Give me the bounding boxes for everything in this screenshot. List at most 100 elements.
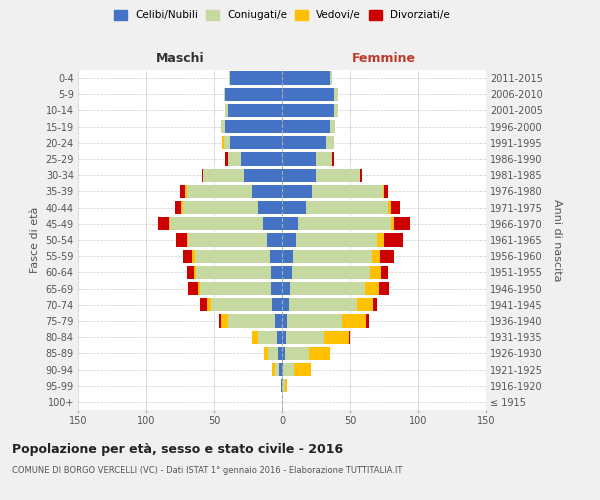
Bar <box>391 201 400 214</box>
Bar <box>384 185 388 198</box>
Bar <box>222 136 224 149</box>
Bar <box>282 88 334 101</box>
Bar <box>312 185 383 198</box>
Y-axis label: Anni di nascita: Anni di nascita <box>553 198 562 281</box>
Bar <box>230 72 282 85</box>
Bar <box>391 217 394 230</box>
Bar <box>270 250 282 263</box>
Bar <box>192 250 195 263</box>
Bar <box>359 168 362 182</box>
Bar <box>373 298 377 312</box>
Bar <box>278 346 282 360</box>
Bar <box>316 152 332 166</box>
Bar <box>329 72 332 85</box>
Bar <box>324 330 349 344</box>
Bar <box>282 201 307 214</box>
Bar <box>225 152 227 166</box>
Bar <box>282 363 283 376</box>
Bar <box>175 201 181 214</box>
Bar <box>272 363 275 376</box>
Bar <box>200 298 207 312</box>
Bar <box>267 234 282 246</box>
Bar <box>271 282 282 295</box>
Text: COMUNE DI BORGO VERCELLI (VC) - Dati ISTAT 1° gennaio 2016 - Elaborazione TUTTIT: COMUNE DI BORGO VERCELLI (VC) - Dati IST… <box>12 466 403 475</box>
Bar <box>224 88 225 101</box>
Bar <box>263 217 282 230</box>
Bar <box>287 314 342 328</box>
Bar <box>169 217 170 230</box>
Bar <box>380 250 394 263</box>
Bar <box>275 363 279 376</box>
Bar <box>384 234 403 246</box>
Bar <box>221 120 225 134</box>
Bar <box>188 282 197 295</box>
Bar <box>282 298 289 312</box>
Bar <box>394 217 410 230</box>
Bar <box>365 282 379 295</box>
Bar <box>265 346 268 360</box>
Bar <box>195 250 270 263</box>
Bar <box>329 120 335 134</box>
Bar <box>282 120 329 134</box>
Bar <box>271 266 282 279</box>
Bar <box>282 104 334 117</box>
Bar <box>224 136 230 149</box>
Text: Popolazione per età, sesso e stato civile - 2016: Popolazione per età, sesso e stato civil… <box>12 442 343 456</box>
Bar <box>275 314 282 328</box>
Bar <box>357 298 373 312</box>
Bar <box>181 201 183 214</box>
Bar <box>183 201 257 214</box>
Bar <box>289 298 357 312</box>
Bar <box>225 120 282 134</box>
Y-axis label: Fasce di età: Fasce di età <box>30 207 40 273</box>
Bar <box>285 346 309 360</box>
Bar <box>282 168 316 182</box>
Bar <box>197 282 200 295</box>
Bar <box>282 234 296 246</box>
Bar <box>170 217 263 230</box>
Bar <box>241 152 282 166</box>
Bar <box>272 298 282 312</box>
Text: Femmine: Femmine <box>352 52 416 65</box>
Bar <box>187 266 194 279</box>
Bar <box>180 185 185 198</box>
Bar <box>207 298 211 312</box>
Bar <box>379 282 389 295</box>
Bar <box>225 104 227 117</box>
Bar <box>227 314 275 328</box>
Bar <box>196 266 271 279</box>
Bar <box>257 330 277 344</box>
Bar <box>282 72 329 85</box>
Bar <box>225 88 282 101</box>
Bar <box>188 234 267 246</box>
Bar <box>309 346 329 360</box>
Bar <box>298 217 391 230</box>
Bar <box>277 330 282 344</box>
Bar <box>370 266 381 279</box>
Bar <box>183 250 192 263</box>
Bar <box>290 282 365 295</box>
Bar <box>282 136 326 149</box>
Bar <box>282 250 293 263</box>
Bar <box>307 201 388 214</box>
Bar <box>282 217 298 230</box>
Bar <box>285 379 287 392</box>
Bar <box>194 266 196 279</box>
Bar <box>372 250 380 263</box>
Bar <box>388 201 391 214</box>
Bar <box>252 330 257 344</box>
Bar <box>227 152 241 166</box>
Bar <box>252 185 282 198</box>
Bar <box>282 314 287 328</box>
Bar <box>282 330 286 344</box>
Bar <box>293 250 372 263</box>
Bar <box>203 168 244 182</box>
Bar <box>282 396 283 408</box>
Bar <box>282 152 316 166</box>
Bar <box>187 185 252 198</box>
Bar <box>334 88 338 101</box>
Bar <box>220 314 221 328</box>
Bar <box>281 379 282 392</box>
Bar <box>332 152 334 166</box>
Bar <box>227 104 282 117</box>
